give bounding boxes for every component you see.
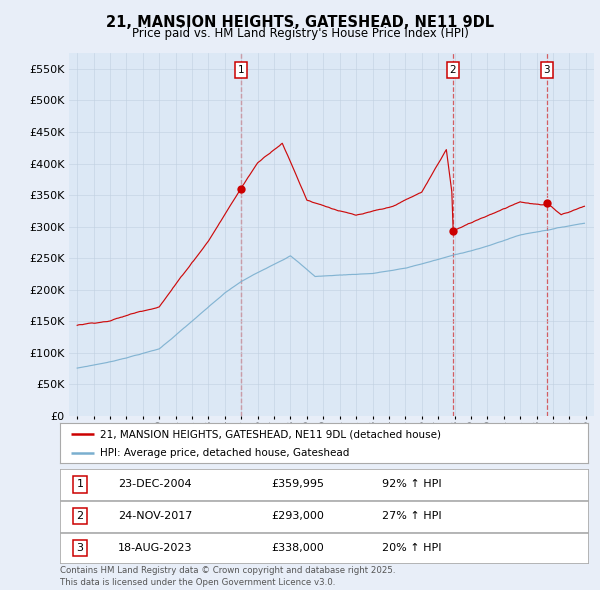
Text: 2: 2 xyxy=(77,512,83,521)
Text: 3: 3 xyxy=(544,65,550,75)
Text: 3: 3 xyxy=(77,543,83,553)
Text: Price paid vs. HM Land Registry's House Price Index (HPI): Price paid vs. HM Land Registry's House … xyxy=(131,27,469,40)
Text: 18-AUG-2023: 18-AUG-2023 xyxy=(118,543,193,553)
Text: 1: 1 xyxy=(238,65,244,75)
Text: 21, MANSION HEIGHTS, GATESHEAD, NE11 9DL: 21, MANSION HEIGHTS, GATESHEAD, NE11 9DL xyxy=(106,15,494,30)
Text: 1: 1 xyxy=(77,480,83,489)
Text: 27% ↑ HPI: 27% ↑ HPI xyxy=(382,512,442,521)
Text: 24-NOV-2017: 24-NOV-2017 xyxy=(118,512,193,521)
Text: 21, MANSION HEIGHTS, GATESHEAD, NE11 9DL (detached house): 21, MANSION HEIGHTS, GATESHEAD, NE11 9DL… xyxy=(100,430,440,440)
Text: 92% ↑ HPI: 92% ↑ HPI xyxy=(382,480,442,489)
Text: Contains HM Land Registry data © Crown copyright and database right 2025.
This d: Contains HM Land Registry data © Crown c… xyxy=(60,566,395,587)
Text: 23-DEC-2004: 23-DEC-2004 xyxy=(118,480,192,489)
Text: £359,995: £359,995 xyxy=(271,480,324,489)
Text: HPI: Average price, detached house, Gateshead: HPI: Average price, detached house, Gate… xyxy=(100,448,349,458)
Text: £293,000: £293,000 xyxy=(271,512,324,521)
Text: 2: 2 xyxy=(449,65,456,75)
Text: £338,000: £338,000 xyxy=(271,543,324,553)
Text: 20% ↑ HPI: 20% ↑ HPI xyxy=(382,543,442,553)
